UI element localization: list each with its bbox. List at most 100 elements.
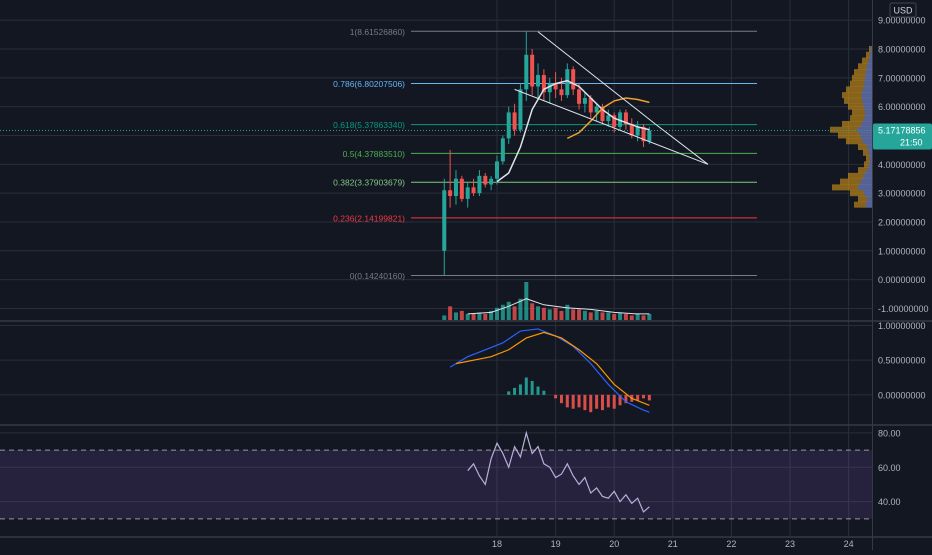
volume-bar: [594, 310, 599, 320]
candle-body: [512, 112, 517, 130]
volume-bar: [471, 313, 476, 320]
volume-bar: [524, 282, 529, 320]
volume-bar: [559, 310, 564, 320]
candle-body: [471, 187, 476, 194]
volume-profile-bar: [838, 132, 872, 139]
currency-text: USD: [893, 6, 913, 16]
volume-profile-bar: [852, 74, 872, 81]
candle-body: [483, 175, 488, 185]
rsi-pane[interactable]: [0, 430, 872, 520]
candle-body: [582, 98, 587, 104]
volume-profile-bar: [869, 161, 872, 168]
volume-profile-bar: [846, 86, 872, 93]
volume-bar: [477, 312, 482, 320]
volume-bar: [565, 304, 570, 320]
price-tick-label: 0.00000000: [878, 275, 926, 285]
volume-profile-bar: [858, 63, 872, 70]
volume-profile-bar: [862, 97, 872, 104]
volume-profile-bar: [867, 144, 872, 151]
volume-profile-bar: [858, 195, 872, 202]
rsi-tick-label: 60.00: [878, 463, 901, 473]
time-tick-label: 19: [551, 539, 561, 549]
macd-histogram-bar: [507, 391, 511, 395]
volume-bar: [571, 309, 576, 320]
time-tick-label: 20: [609, 539, 619, 549]
candle-body: [559, 89, 564, 96]
fib-level-label: 0.786(6.80207506): [333, 79, 405, 89]
macd-histogram-bar: [618, 394, 622, 406]
macd-histogram-bar: [554, 394, 558, 399]
time-axis[interactable]: 18 19 20 21 22 23 24: [492, 539, 854, 549]
volume-profile-bar: [865, 201, 872, 208]
volume-bar: [577, 309, 582, 320]
volume-profile-bar: [865, 69, 872, 76]
macd-tick-label: 0.50000000: [878, 356, 926, 366]
candle-body: [459, 178, 464, 199]
volume-bar: [606, 312, 611, 320]
volume-bar: [600, 312, 605, 320]
time-tick-label: 23: [785, 539, 795, 549]
candle-body: [541, 74, 546, 93]
candle-countdown: 21:50: [900, 138, 923, 148]
rsi-tick-label: 80.00: [878, 428, 901, 438]
macd-histogram-bar: [600, 394, 604, 411]
volume-profile-bar: [868, 57, 872, 64]
volume-profile-bar: [863, 172, 872, 179]
volume-bar: [448, 306, 453, 320]
fib-level-label: 0(0.14240160): [350, 271, 405, 281]
volume-bar: [512, 306, 517, 320]
candle-body: [600, 106, 605, 122]
candle-body: [641, 126, 646, 142]
volume-profile-bar: [850, 80, 872, 87]
price-pane[interactable]: 1(8.61526860) 0.786(6.80207506) 0.618(5.37…: [0, 27, 872, 320]
volume-profile-bar: [869, 155, 872, 162]
candle-body: [612, 115, 617, 127]
volume-profile-bar: [860, 132, 872, 139]
macd-histogram-bar: [589, 394, 593, 413]
volume-profile-bar: [862, 57, 872, 64]
moving-average-white: [496, 79, 650, 183]
candle-body: [571, 69, 576, 90]
volume-profile-bar: [852, 109, 872, 116]
price-tick-label: 3.00000000: [878, 189, 926, 199]
macd-histogram-bar: [606, 394, 610, 408]
volume-bar: [489, 310, 494, 320]
volume-profile-bar: [864, 115, 872, 122]
currency-label[interactable]: USD: [889, 2, 917, 18]
candle-body: [629, 123, 634, 136]
candle-body: [500, 138, 505, 162]
volume-profile-bar: [840, 178, 872, 185]
macd-histogram-bar: [612, 394, 616, 409]
price-tick-label: 4.00000000: [878, 160, 926, 170]
volume-bar: [536, 306, 541, 320]
candle-body: [465, 187, 470, 199]
volume-profile-bar: [848, 172, 872, 179]
volume-profile-bar: [863, 149, 872, 156]
fib-level-label: 1(8.61526860): [350, 27, 405, 37]
volume-bar: [442, 315, 447, 320]
candle-body: [623, 112, 628, 124]
volume-bar: [495, 307, 499, 320]
macd-histogram-bar: [577, 394, 581, 408]
macd-signal-line: [455, 331, 650, 406]
macd-histogram-bar: [518, 384, 522, 395]
candle-body: [647, 130, 652, 142]
volume-profile-bar: [861, 92, 872, 99]
volume-bar: [518, 298, 523, 320]
last-price-value: 5.17178856: [878, 126, 926, 136]
volume-bar: [647, 313, 652, 320]
volume-bar: [483, 313, 488, 320]
price-axis[interactable]: 9.00000000 8.00000000 7.00000000 6.00000000…: [873, 16, 932, 507]
candle-body: [442, 190, 447, 251]
volume-profile-bar: [854, 201, 872, 208]
macd-tick-label: 0.00000000: [878, 390, 926, 400]
macd-histogram-bar: [583, 394, 587, 411]
candle-body: [565, 69, 570, 96]
fib-level-label: 0.382(3.37903679): [333, 178, 405, 188]
volume-ma-line: [467, 298, 650, 315]
time-tick-label: 24: [844, 539, 854, 549]
macd-pane[interactable]: [449, 328, 651, 413]
